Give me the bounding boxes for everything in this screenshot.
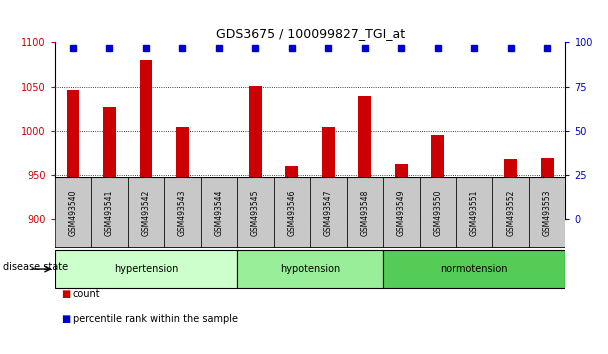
Bar (468, 188, 480, 219)
Bar (456, 177, 492, 248)
Title: GDS3675 / 100099827_TGI_at: GDS3675 / 100099827_TGI_at (215, 27, 405, 40)
Text: percentile rank within the sample: percentile rank within the sample (73, 314, 238, 324)
Bar (91, 177, 128, 248)
Bar (55, 250, 237, 288)
Text: GSM493542: GSM493542 (142, 189, 150, 236)
Bar (541, 159, 553, 219)
Bar (212, 190, 225, 219)
Text: GSM493549: GSM493549 (397, 189, 406, 236)
Bar (285, 166, 298, 219)
Bar (103, 107, 116, 219)
Text: GSM493553: GSM493553 (543, 189, 551, 236)
Text: GSM493541: GSM493541 (105, 189, 114, 236)
Text: GSM493552: GSM493552 (506, 189, 515, 236)
Bar (358, 96, 371, 219)
Bar (139, 60, 152, 219)
Bar (383, 250, 565, 288)
Bar (492, 177, 529, 248)
Bar (310, 177, 347, 248)
Bar (249, 86, 261, 219)
Text: GSM493550: GSM493550 (434, 189, 442, 236)
Bar (274, 177, 310, 248)
Bar (431, 135, 444, 219)
Text: ■: ■ (61, 314, 70, 324)
Bar (529, 177, 565, 248)
Text: disease state: disease state (3, 262, 68, 272)
Bar (237, 177, 274, 248)
Bar (347, 177, 383, 248)
Bar (504, 159, 517, 219)
Text: hypertension: hypertension (114, 264, 178, 274)
Text: GSM493540: GSM493540 (69, 189, 77, 236)
Text: GSM493546: GSM493546 (288, 189, 296, 236)
Bar (237, 250, 383, 288)
Bar (420, 177, 456, 248)
Bar (55, 177, 91, 248)
Text: GSM493544: GSM493544 (215, 189, 223, 236)
Text: GSM493547: GSM493547 (324, 189, 333, 236)
Bar (395, 164, 407, 219)
Text: GSM493548: GSM493548 (361, 189, 369, 236)
Bar (128, 177, 164, 248)
Bar (176, 127, 188, 219)
Text: count: count (73, 289, 100, 299)
Bar (383, 177, 420, 248)
Text: GSM493543: GSM493543 (178, 189, 187, 236)
Bar (322, 127, 334, 219)
Text: hypotension: hypotension (280, 264, 340, 274)
Text: GSM493551: GSM493551 (470, 189, 478, 236)
Bar (66, 90, 79, 219)
Text: normotension: normotension (440, 264, 508, 274)
Text: ■: ■ (61, 289, 70, 299)
Bar (164, 177, 201, 248)
Text: GSM493545: GSM493545 (251, 189, 260, 236)
Bar (201, 177, 237, 248)
